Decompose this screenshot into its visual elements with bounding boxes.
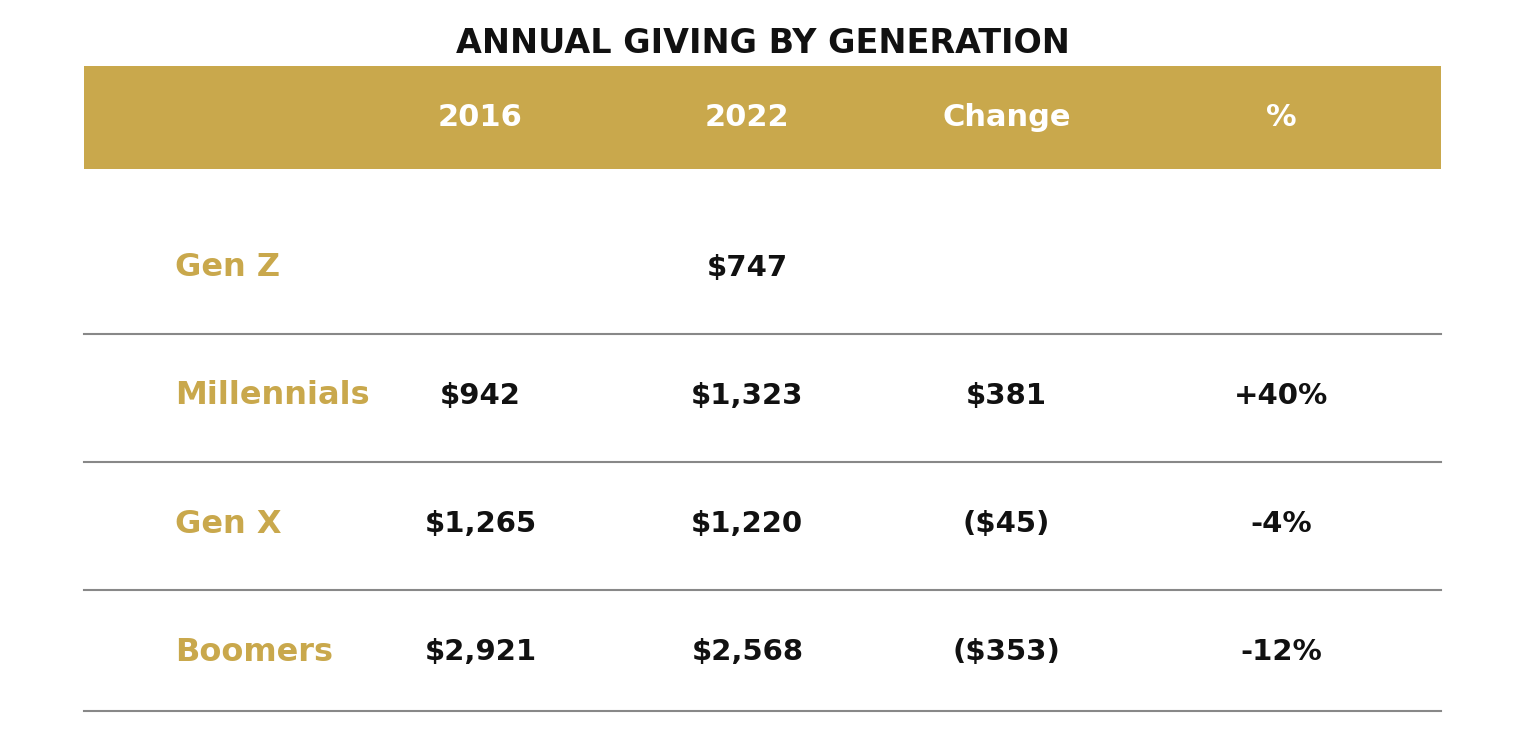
Text: $747: $747 bbox=[706, 254, 788, 281]
Text: Change: Change bbox=[942, 103, 1071, 132]
Text: $2,568: $2,568 bbox=[691, 638, 804, 666]
Text: +40%: +40% bbox=[1234, 382, 1328, 410]
Text: Gen Z: Gen Z bbox=[175, 252, 281, 283]
Text: 2016: 2016 bbox=[438, 103, 523, 132]
Text: ($45): ($45) bbox=[962, 510, 1051, 538]
Text: $1,323: $1,323 bbox=[691, 382, 804, 410]
Bar bbox=[84, 66, 1441, 169]
Text: Millennials: Millennials bbox=[175, 380, 371, 411]
Text: -4%: -4% bbox=[1250, 510, 1312, 538]
Text: ($353): ($353) bbox=[953, 638, 1060, 666]
Text: -12%: -12% bbox=[1240, 638, 1322, 666]
Text: Boomers: Boomers bbox=[175, 637, 334, 668]
Text: Gen X: Gen X bbox=[175, 509, 282, 539]
Text: $1,220: $1,220 bbox=[691, 510, 804, 538]
Text: 2022: 2022 bbox=[705, 103, 790, 132]
Text: %: % bbox=[1266, 103, 1296, 132]
Text: $2,921: $2,921 bbox=[424, 638, 537, 666]
Text: $1,265: $1,265 bbox=[424, 510, 537, 538]
Text: ANNUAL GIVING BY GENERATION: ANNUAL GIVING BY GENERATION bbox=[456, 27, 1069, 61]
Text: $942: $942 bbox=[439, 382, 522, 410]
Text: $381: $381 bbox=[965, 382, 1048, 410]
